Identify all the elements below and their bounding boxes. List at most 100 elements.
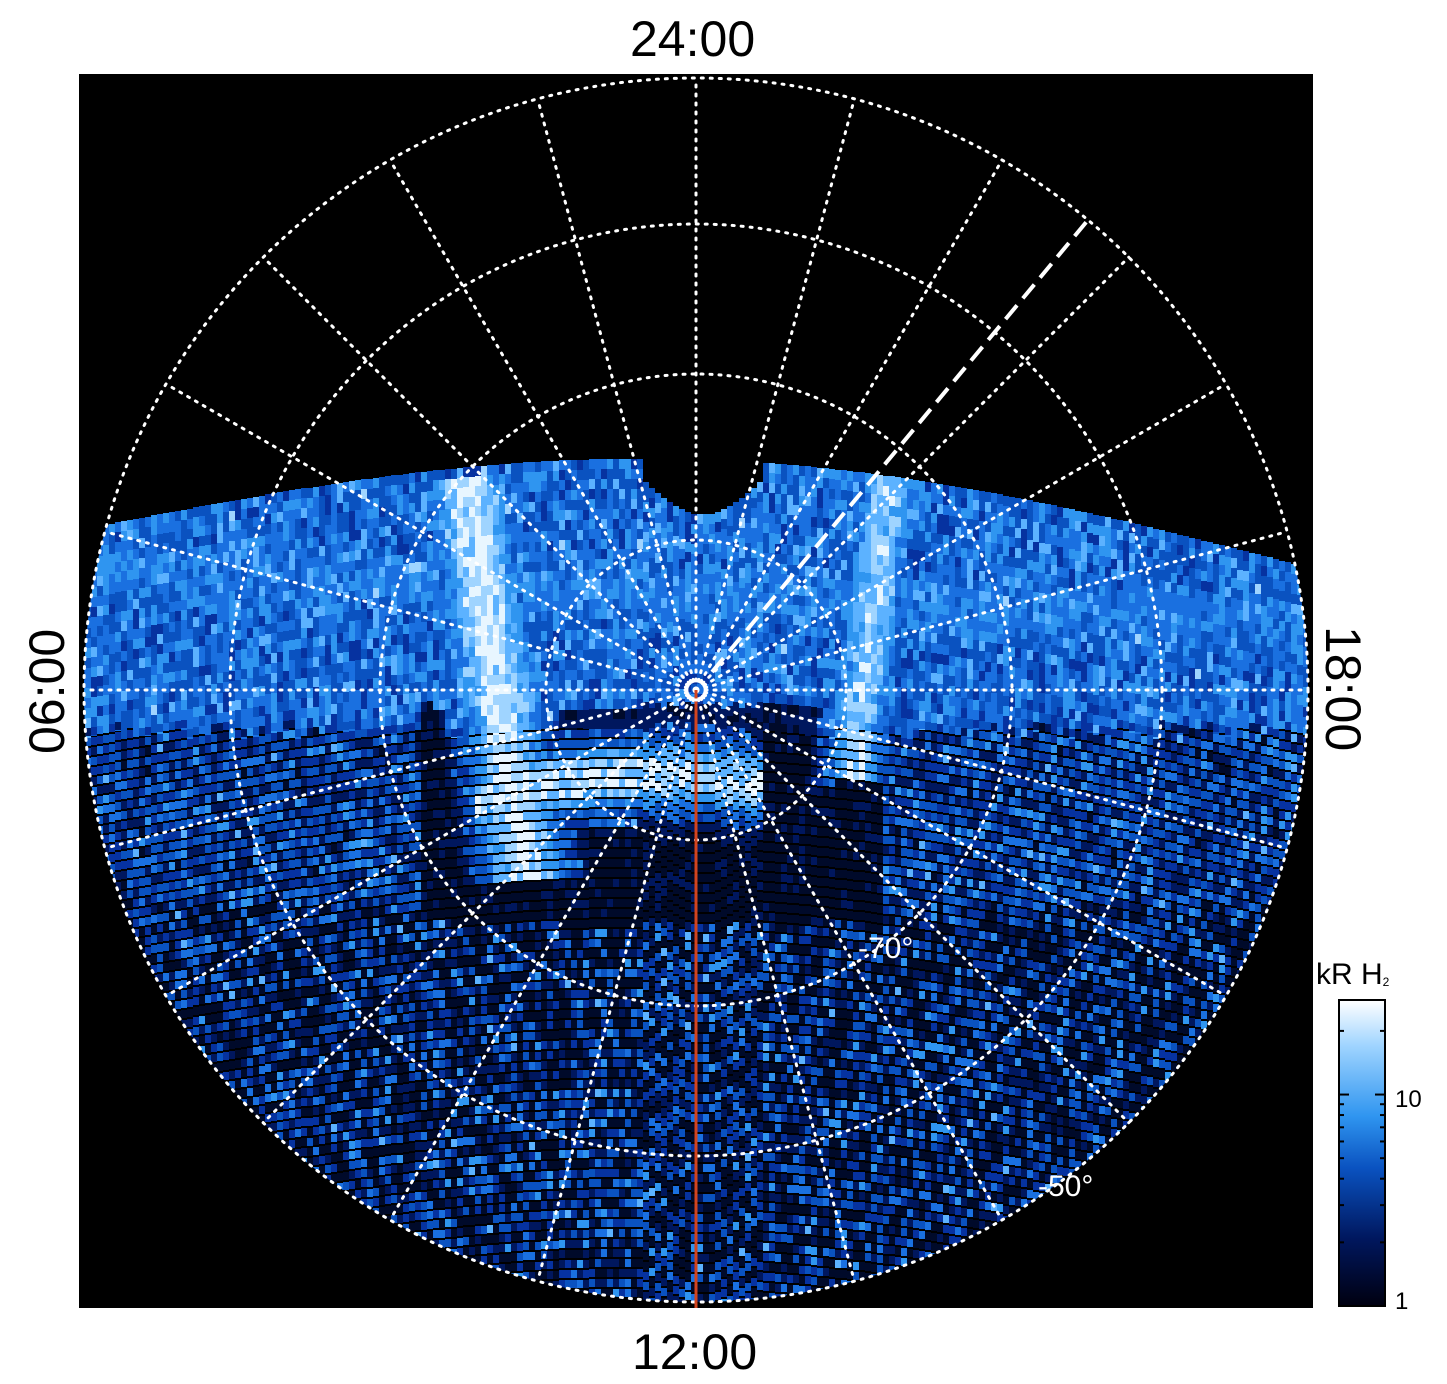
- emission-pixel: [307, 1078, 313, 1086]
- emission-pixel: [361, 539, 367, 553]
- emission-pixel: [253, 527, 259, 539]
- emission-pixel: [343, 482, 349, 499]
- emission-pixel: [217, 1033, 223, 1041]
- emission-pixel: [187, 919, 193, 927]
- emission-pixel: [169, 812, 175, 820]
- emission-pixel: [385, 646, 391, 660]
- emission-pixel: [361, 1189, 367, 1197]
- emission-pixel: [301, 1108, 307, 1116]
- emission-pixel: [205, 975, 211, 983]
- emission-pixel: [379, 847, 385, 855]
- emission-pixel: [283, 771, 289, 779]
- emission-pixel: [127, 760, 133, 768]
- emission-pixel: [205, 935, 211, 943]
- emission-pixel: [127, 840, 133, 848]
- emission-pixel: [187, 549, 193, 566]
- emission-pixel: [343, 1172, 349, 1180]
- emission-pixel: [373, 1178, 379, 1186]
- emission-pixel: [265, 894, 271, 902]
- emission-pixel: [163, 573, 169, 592]
- emission-pixel: [217, 803, 223, 811]
- emission-pixel: [217, 1023, 223, 1031]
- emission-pixel: [253, 1067, 259, 1075]
- emission-pixel: [385, 716, 391, 730]
- emission-pixel: [271, 793, 277, 801]
- emission-pixel: [307, 898, 313, 906]
- emission-pixel: [325, 735, 331, 743]
- emission-pixel: [259, 846, 265, 854]
- emission-pixel: [241, 559, 247, 569]
- emission-pixel: [439, 1180, 445, 1188]
- emission-pixel: [283, 951, 289, 959]
- emission-pixel: [187, 809, 193, 817]
- emission-pixel: [283, 551, 289, 564]
- emission-pixel: [409, 953, 415, 961]
- emission-pixel: [331, 764, 337, 772]
- emission-pixel: [265, 1104, 271, 1112]
- emission-pixel: [403, 1184, 409, 1192]
- emission-pixel: [283, 841, 289, 849]
- emission-pixel: [259, 636, 265, 647]
- emission-pixel: [277, 612, 283, 631]
- emission-pixel: [343, 532, 349, 549]
- emission-pixel: [97, 676, 103, 693]
- emission-pixel: [313, 1117, 319, 1125]
- emission-pixel: [385, 806, 391, 814]
- emission-pixel: [247, 1008, 253, 1016]
- emission-pixel: [205, 945, 211, 953]
- emission-pixel: [151, 535, 157, 545]
- emission-pixel: [415, 952, 421, 960]
- emission-pixel: [241, 589, 247, 603]
- emission-pixel: [271, 513, 277, 527]
- emission-pixel: [301, 768, 307, 776]
- emission-pixel: [373, 1108, 379, 1116]
- emission-pixel: [409, 1193, 415, 1201]
- emission-pixel: [133, 919, 139, 927]
- emission-pixel: [145, 837, 151, 845]
- emission-pixel: [337, 753, 343, 761]
- emission-pixel: [163, 923, 169, 931]
- emission-pixel: [331, 1104, 337, 1112]
- emission-pixel: [391, 1065, 397, 1073]
- emission-pixel: [427, 561, 433, 579]
- emission-pixel: [229, 601, 235, 612]
- emission-pixel: [433, 1150, 439, 1158]
- emission-pixel: [127, 660, 133, 674]
- emission-pixel: [163, 793, 169, 801]
- emission-pixel: [397, 1215, 403, 1223]
- emission-pixel: [139, 558, 145, 573]
- emission-pixel: [211, 1044, 217, 1052]
- emission-pixel: [193, 767, 199, 775]
- emission-pixel: [397, 785, 403, 793]
- emission-pixel: [415, 802, 421, 810]
- emission-pixel: [319, 746, 325, 754]
- emission-pixel: [379, 817, 385, 825]
- emission-pixel: [103, 525, 109, 541]
- emission-pixel: [271, 1033, 277, 1041]
- emission-pixel: [373, 748, 379, 756]
- emission-pixel: [385, 606, 391, 620]
- emission-pixel: [385, 1066, 391, 1074]
- emission-pixel: [187, 849, 193, 857]
- emission-pixel: [319, 556, 325, 570]
- emission-pixel: [361, 979, 367, 987]
- emission-pixel: [295, 1059, 301, 1067]
- emission-pixel: [193, 1307, 199, 1315]
- emission-pixel: [397, 595, 403, 607]
- emission-pixel: [343, 992, 349, 1000]
- emission-pixel: [265, 1054, 271, 1062]
- emission-pixel: [211, 754, 217, 762]
- emission-pixel: [337, 913, 343, 921]
- emission-pixel: [241, 859, 247, 867]
- emission-pixel: [427, 1021, 433, 1029]
- emission-pixel: [211, 544, 217, 558]
- emission-pixel: [181, 790, 187, 798]
- emission-pixel: [355, 560, 361, 579]
- emission-pixel: [397, 1115, 403, 1123]
- emission-pixel: [295, 769, 301, 777]
- emission-pixel: [121, 591, 127, 605]
- emission-pixel: [229, 501, 235, 514]
- emission-pixel: [373, 878, 379, 886]
- emission-pixel: [307, 518, 313, 533]
- emission-pixel: [217, 883, 223, 891]
